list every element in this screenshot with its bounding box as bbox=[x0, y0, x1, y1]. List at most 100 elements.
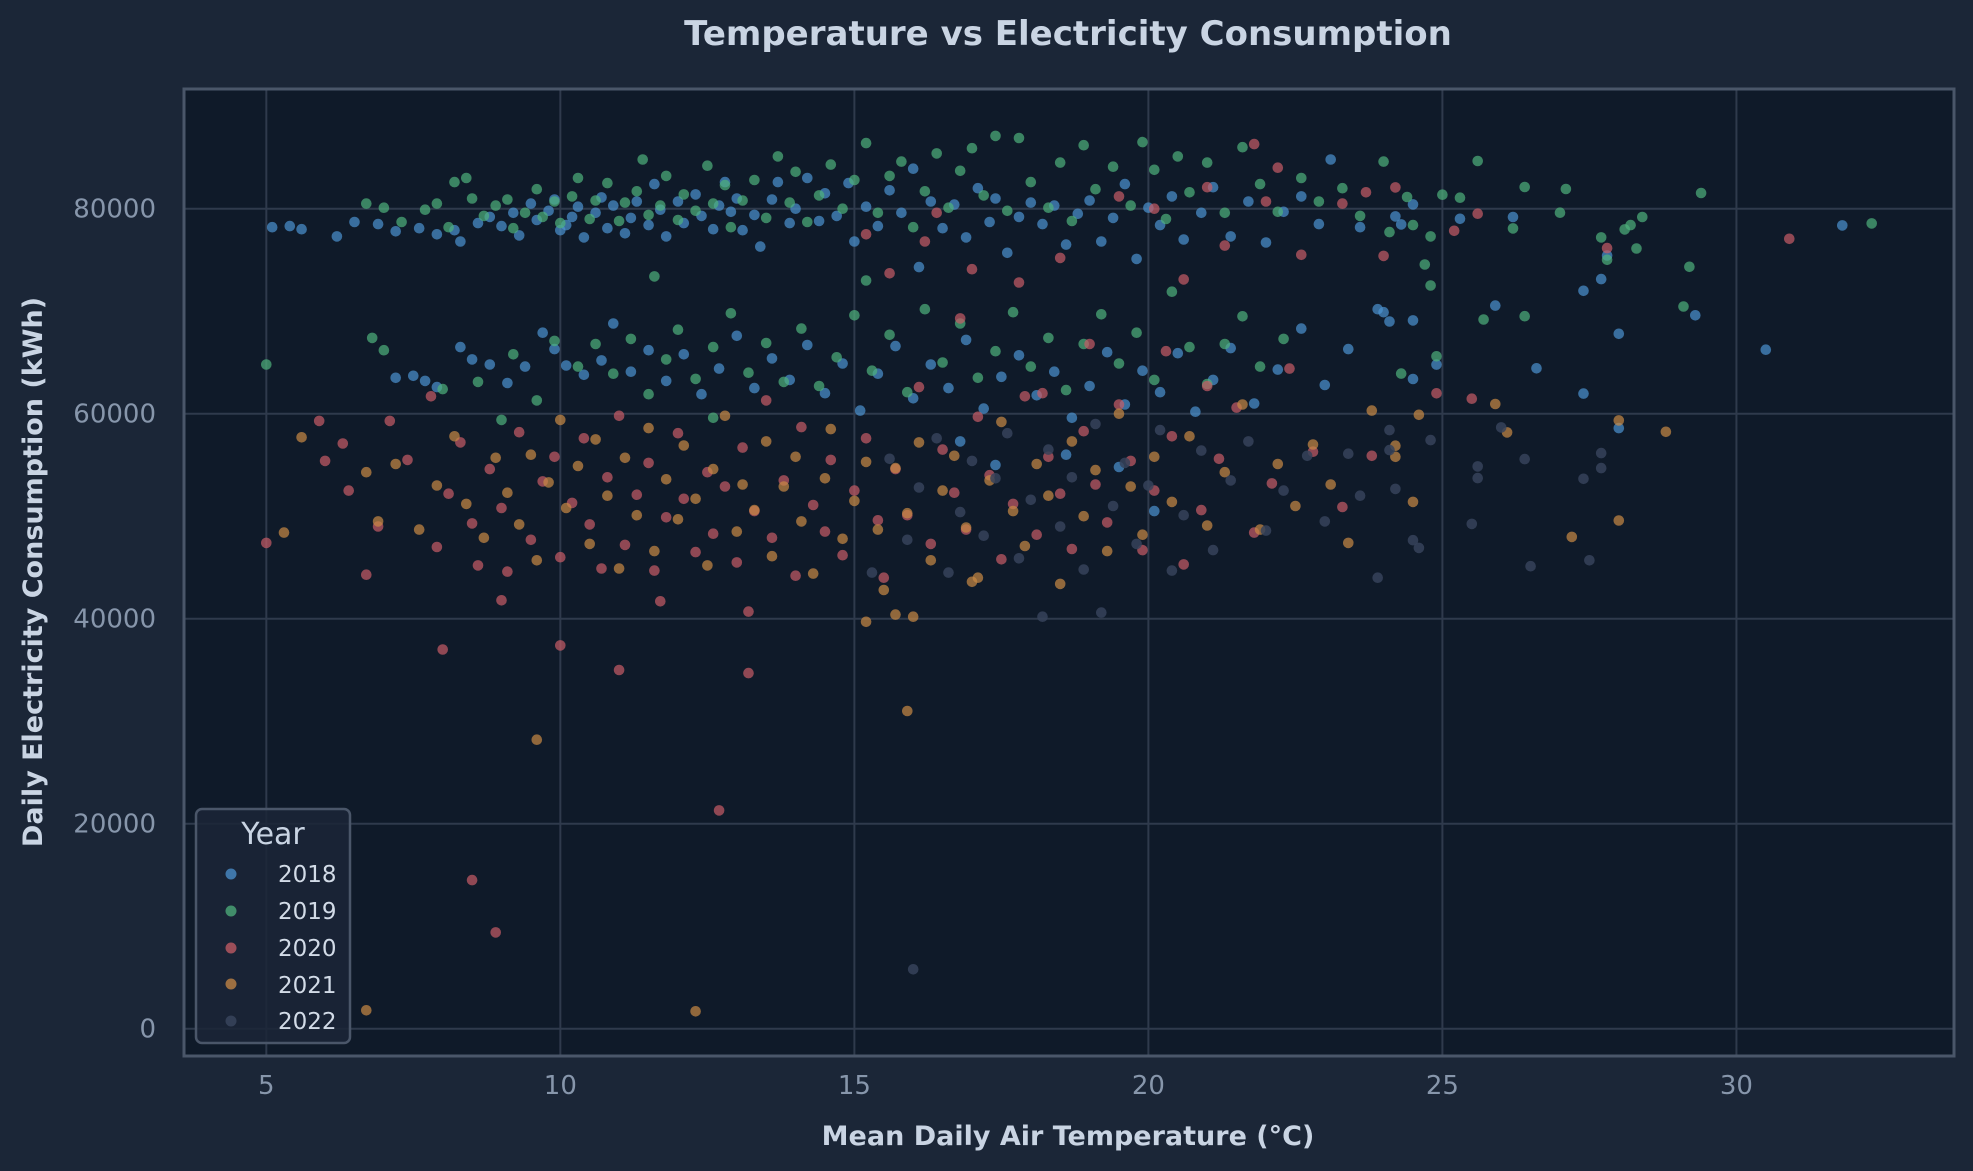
data-point-2021 bbox=[361, 1005, 372, 1016]
data-point-2018 bbox=[660, 375, 672, 387]
data-point-2021 bbox=[649, 545, 660, 557]
data-point-2019 bbox=[896, 156, 907, 167]
data-point-2021 bbox=[572, 460, 584, 472]
data-point-2019 bbox=[937, 357, 948, 368]
data-point-2018 bbox=[625, 366, 637, 378]
legend-item-2020[interactable]: 2020 bbox=[225, 936, 337, 962]
data-point-2021 bbox=[584, 538, 595, 550]
legend-label-2021: 2021 bbox=[278, 973, 337, 999]
plot-frame bbox=[182, 87, 1956, 1058]
data-point-2021 bbox=[1237, 399, 1248, 410]
data-point-2018 bbox=[1002, 247, 1013, 259]
data-point-2018 bbox=[1037, 218, 1048, 230]
data-point-2019 bbox=[707, 198, 719, 209]
data-point-2020 bbox=[619, 539, 631, 551]
data-point-2019 bbox=[743, 367, 754, 379]
data-point-2019 bbox=[672, 214, 684, 226]
data-point-2021 bbox=[1054, 578, 1066, 590]
data-point-2019 bbox=[1554, 207, 1566, 218]
data-point-2019 bbox=[749, 174, 760, 186]
legend-item-2018[interactable]: 2018 bbox=[225, 862, 337, 888]
data-point-2018 bbox=[707, 223, 719, 235]
data-point-2018 bbox=[560, 360, 572, 371]
data-point-2020 bbox=[466, 518, 478, 529]
data-point-2022 bbox=[1495, 422, 1507, 433]
data-point-2020 bbox=[655, 596, 666, 607]
data-point-2022 bbox=[1472, 472, 1483, 484]
legend-item-2021[interactable]: 2021 bbox=[225, 973, 337, 999]
data-point-2019 bbox=[1401, 191, 1413, 203]
data-point-2018 bbox=[472, 217, 484, 229]
data-point-2021 bbox=[613, 563, 625, 574]
data-point-2020 bbox=[596, 563, 607, 574]
data-point-2019 bbox=[549, 335, 560, 347]
data-point-2021 bbox=[1201, 520, 1213, 531]
data-point-2019 bbox=[1313, 196, 1325, 207]
data-point-2019 bbox=[1560, 183, 1572, 195]
data-point-2019 bbox=[702, 160, 713, 171]
data-point-2018 bbox=[1296, 191, 1307, 202]
data-point-2019 bbox=[1507, 223, 1519, 234]
data-point-2019 bbox=[849, 174, 860, 186]
data-point-2020 bbox=[690, 546, 701, 558]
data-point-2019 bbox=[1684, 261, 1695, 273]
data-point-2018 bbox=[578, 232, 590, 243]
data-point-2018 bbox=[1384, 316, 1395, 327]
data-point-2019 bbox=[431, 198, 443, 209]
data-point-2020 bbox=[496, 502, 507, 514]
data-point-2020 bbox=[719, 481, 731, 492]
data-point-2018 bbox=[1178, 234, 1189, 245]
legend-item-2022[interactable]: 2022 bbox=[225, 1009, 337, 1035]
data-point-2019 bbox=[508, 349, 519, 360]
data-point-2021 bbox=[531, 555, 543, 566]
data-point-2021 bbox=[925, 555, 937, 566]
data-point-2020 bbox=[954, 313, 966, 324]
data-point-2022 bbox=[1037, 611, 1048, 622]
data-point-2021 bbox=[996, 416, 1007, 428]
data-point-2019 bbox=[1254, 178, 1266, 190]
data-point-2020 bbox=[860, 229, 872, 240]
legend-item-2019[interactable]: 2019 bbox=[225, 899, 337, 925]
data-point-2018 bbox=[1049, 366, 1060, 378]
data-point-2018 bbox=[1390, 211, 1401, 222]
data-point-2021 bbox=[872, 524, 884, 535]
data-point-2021 bbox=[1325, 479, 1336, 490]
data-point-2018 bbox=[408, 370, 419, 382]
data-point-2018 bbox=[937, 222, 948, 234]
data-point-2019 bbox=[631, 186, 643, 197]
data-point-2022 bbox=[1002, 427, 1013, 439]
data-point-2020 bbox=[713, 805, 725, 816]
data-point-2018 bbox=[749, 382, 760, 394]
data-point-2019 bbox=[449, 176, 460, 188]
data-point-2019 bbox=[1237, 141, 1248, 153]
legend: Year 2018 2019 2020 2021 2022 bbox=[194, 807, 352, 1045]
data-point-2019 bbox=[1337, 182, 1348, 194]
data-point-2020 bbox=[649, 565, 660, 576]
data-point-2020 bbox=[484, 463, 496, 475]
data-point-2018 bbox=[1378, 306, 1389, 318]
data-point-2018 bbox=[925, 196, 937, 207]
data-point-2019 bbox=[919, 186, 931, 197]
data-point-2019 bbox=[1107, 161, 1119, 172]
data-point-2019 bbox=[1478, 314, 1489, 325]
data-point-2018 bbox=[484, 359, 496, 370]
data-point-2018 bbox=[755, 241, 766, 252]
data-point-2021 bbox=[1101, 545, 1113, 557]
data-point-2019 bbox=[502, 194, 513, 205]
data-point-2018 bbox=[1066, 412, 1078, 424]
legend-marker-2021 bbox=[225, 978, 237, 990]
data-point-2021 bbox=[760, 436, 772, 447]
data-point-2022 bbox=[1178, 509, 1189, 521]
data-point-2019 bbox=[972, 372, 984, 384]
data-point-2020 bbox=[1201, 181, 1213, 193]
data-point-2019 bbox=[772, 151, 784, 162]
data-point-2019 bbox=[1113, 358, 1125, 369]
data-point-2020 bbox=[361, 569, 372, 580]
data-point-2018 bbox=[984, 216, 995, 228]
data-point-2021 bbox=[825, 423, 837, 435]
data-point-2018 bbox=[890, 340, 901, 352]
data-point-2021 bbox=[560, 502, 572, 514]
data-point-2019 bbox=[1519, 181, 1530, 193]
data-point-2022 bbox=[1107, 500, 1119, 512]
data-point-2020 bbox=[319, 455, 331, 467]
